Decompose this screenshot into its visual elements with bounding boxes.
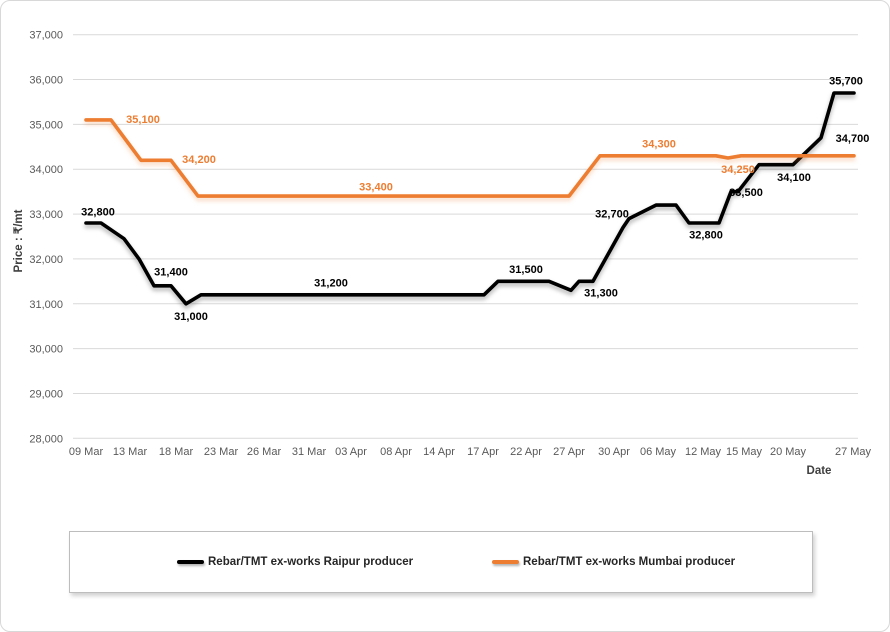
data-label: 32,800 (81, 206, 115, 218)
y-tick-label: 34,000 (29, 164, 63, 176)
y-tick-label: 31,000 (29, 299, 63, 311)
x-tick-label: 26 Mar (247, 446, 282, 458)
data-label: 31,500 (509, 264, 543, 276)
y-tick-label: 33,000 (29, 209, 63, 221)
y-tick-label: 30,000 (29, 344, 63, 356)
data-label: 31,000 (174, 311, 208, 323)
raipur-line-swatch (177, 560, 204, 564)
data-label: 32,700 (595, 209, 629, 221)
series-line-mumbai[interactable] (84, 118, 856, 198)
data-label: 35,700 (829, 75, 863, 87)
y-tick-label: 32,000 (29, 254, 63, 266)
x-tick-label: 06 May (640, 446, 677, 458)
x-tick-label: 08 Apr (380, 446, 412, 458)
y-tick-label: 37,000 (29, 30, 63, 42)
y-tick-label: 28,000 (29, 433, 63, 445)
data-label: 34,100 (777, 172, 811, 184)
y-tick-label: 36,000 (29, 75, 63, 87)
x-tick-label: 15 May (726, 446, 763, 458)
data-label: 32,800 (689, 229, 723, 241)
legend-item-mumbai[interactable]: Rebar/TMT ex-works Mumbai producer (492, 556, 735, 568)
x-tick-label: 18 Mar (159, 446, 194, 458)
data-label: 34,700 (836, 133, 870, 145)
x-tick-label: 09 Mar (69, 446, 104, 458)
mumbai-line-swatch (492, 560, 519, 564)
data-label: 34,300 (642, 139, 676, 151)
data-label: 34,250 (721, 164, 755, 176)
y-tick-label: 29,000 (29, 389, 63, 401)
data-label: 34,200 (182, 154, 216, 166)
x-tick-label: 27 May (835, 446, 872, 458)
x-tick-label: 31 Mar (292, 446, 327, 458)
data-label: 33,400 (359, 182, 393, 194)
data-label: 33,500 (729, 187, 763, 199)
legend-label-raipur: Rebar/TMT ex-works Raipur producer (208, 556, 414, 568)
data-label: 31,200 (314, 278, 348, 290)
x-tick-label: 12 May (685, 446, 722, 458)
x-tick-label: 20 May (770, 446, 807, 458)
x-tick-label: 22 Apr (510, 446, 542, 458)
x-tick-label: 23 Mar (204, 446, 239, 458)
x-tick-label: 03 Apr (335, 446, 367, 458)
legend-label-mumbai: Rebar/TMT ex-works Mumbai producer (523, 556, 736, 568)
data-label: 31,300 (584, 288, 618, 300)
data-label: 31,400 (154, 267, 188, 279)
x-tick-label: 27 Apr (553, 446, 585, 458)
x-tick-label: 14 Apr (423, 446, 455, 458)
y-axis-title: Price : ₹/mt (13, 209, 25, 273)
x-tick-label: 17 Apr (467, 446, 499, 458)
chart-legend: Rebar/TMT ex-works Raipur producer Rebar… (69, 531, 813, 593)
y-tick-label: 35,000 (29, 119, 63, 131)
x-tick-label: 30 Apr (598, 446, 630, 458)
legend-item-raipur[interactable]: Rebar/TMT ex-works Raipur producer (177, 556, 413, 568)
x-tick-label: 13 Mar (113, 446, 148, 458)
x-axis-title: Date (806, 465, 832, 477)
series-line-raipur[interactable] (84, 91, 856, 306)
data-label: 35,100 (126, 114, 160, 126)
